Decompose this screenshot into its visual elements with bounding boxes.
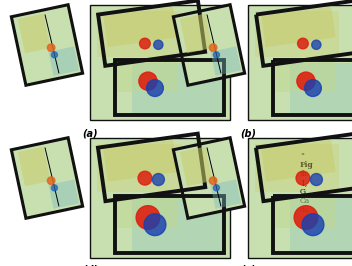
Circle shape	[51, 185, 57, 191]
Circle shape	[297, 72, 315, 90]
Text: 1,: 1,	[300, 179, 307, 187]
Bar	[97, 144, 181, 192]
Circle shape	[209, 177, 217, 184]
Text: Ca: Ca	[300, 197, 310, 205]
Polygon shape	[180, 147, 213, 186]
Circle shape	[136, 206, 160, 229]
Bar	[255, 144, 339, 192]
Polygon shape	[49, 180, 79, 209]
Bar	[255, 11, 339, 57]
Polygon shape	[11, 138, 83, 218]
Circle shape	[213, 185, 219, 191]
Bar	[117, 197, 177, 228]
Bar	[117, 61, 177, 92]
Text: (d): (d)	[82, 265, 98, 266]
Bar	[290, 63, 352, 114]
Polygon shape	[103, 140, 178, 182]
Circle shape	[304, 80, 321, 97]
Polygon shape	[180, 14, 213, 53]
Bar	[90, 138, 230, 258]
Bar	[90, 5, 230, 120]
Bar	[273, 196, 352, 253]
Circle shape	[209, 44, 217, 51]
Text: Fig: Fig	[300, 161, 314, 169]
Bar	[90, 138, 230, 258]
Polygon shape	[49, 47, 79, 76]
Bar	[132, 63, 223, 114]
Text: (e): (e)	[240, 265, 256, 266]
Circle shape	[294, 206, 318, 229]
Circle shape	[146, 80, 163, 97]
Bar	[248, 5, 352, 120]
Bar	[273, 60, 352, 115]
Circle shape	[140, 38, 150, 49]
Text: ": "	[300, 152, 304, 160]
Text: da: da	[300, 206, 309, 214]
Circle shape	[310, 173, 322, 186]
Bar	[248, 138, 352, 258]
Circle shape	[138, 171, 152, 185]
Circle shape	[51, 52, 57, 58]
Bar	[275, 197, 335, 228]
Circle shape	[48, 44, 55, 51]
Circle shape	[152, 173, 164, 186]
Circle shape	[302, 214, 324, 236]
Bar	[132, 198, 223, 252]
Circle shape	[296, 171, 310, 185]
Circle shape	[48, 177, 55, 184]
Bar	[97, 11, 181, 57]
Text: G: G	[300, 188, 306, 196]
Polygon shape	[173, 138, 245, 218]
Circle shape	[144, 214, 166, 236]
Bar	[275, 61, 335, 92]
Bar	[290, 198, 352, 252]
Circle shape	[213, 52, 219, 58]
Polygon shape	[103, 7, 178, 47]
Polygon shape	[11, 5, 83, 85]
Text: (b): (b)	[240, 128, 256, 138]
Polygon shape	[262, 7, 336, 47]
Text: th: th	[300, 170, 308, 178]
Bar	[248, 5, 352, 120]
Bar	[248, 138, 352, 258]
Text: (a): (a)	[82, 128, 98, 138]
Polygon shape	[261, 140, 336, 182]
Polygon shape	[173, 5, 245, 85]
Bar	[115, 60, 225, 115]
Polygon shape	[18, 147, 51, 186]
Circle shape	[154, 40, 163, 49]
Polygon shape	[210, 180, 241, 209]
Circle shape	[139, 72, 157, 90]
Circle shape	[297, 38, 308, 49]
Bar	[115, 196, 225, 253]
Circle shape	[312, 40, 321, 49]
Bar	[90, 5, 230, 120]
Polygon shape	[210, 47, 241, 76]
Polygon shape	[18, 14, 51, 53]
